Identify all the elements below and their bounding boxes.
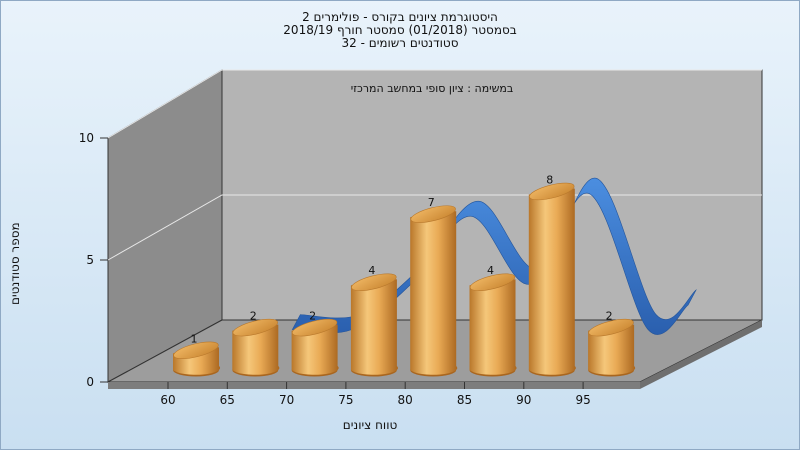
x-tick-label: 75 <box>338 393 353 407</box>
chart-annotation: במשימה : ציון סופי במחשב המרכזי <box>351 82 514 95</box>
y-ticks: 0 5 10 <box>79 131 108 389</box>
bar <box>350 273 398 377</box>
y-tick-label: 10 <box>79 131 94 145</box>
bar <box>469 273 517 377</box>
bar <box>291 318 339 377</box>
bar-data-label: 2 <box>309 310 316 323</box>
bar <box>588 318 636 377</box>
bar-data-label: 8 <box>546 173 553 186</box>
x-tick-label: 65 <box>220 393 235 407</box>
bar-data-label: 7 <box>428 196 435 209</box>
floor-front <box>108 382 640 389</box>
chart-subtitle-semester: בסמסטר (01/2018) סמסטר חורף 2018/19 <box>283 23 517 37</box>
chart-title: היסטוגרמת ציונים בקורס - פולימרים 2 <box>302 10 498 24</box>
bar-data-label: 4 <box>368 264 375 277</box>
x-tick-label: 70 <box>279 393 294 407</box>
floor-edge <box>640 320 762 389</box>
bar <box>232 318 280 377</box>
bar-data-label: 4 <box>487 264 494 277</box>
y-axis-label: מספר סטודנטים <box>8 222 22 305</box>
x-tick-label: 90 <box>516 393 531 407</box>
x-tick-label: 60 <box>160 393 175 407</box>
y-tick-label: 5 <box>86 253 94 267</box>
x-axis-label: טווח ציונים <box>342 418 398 432</box>
bar <box>173 341 221 377</box>
x-ticks: 60 65 70 75 80 85 90 95 <box>160 382 591 407</box>
x-tick-label: 85 <box>457 393 472 407</box>
y-tick-label: 0 <box>86 375 94 389</box>
bar-data-label: 1 <box>191 332 198 345</box>
bar <box>410 205 458 377</box>
bar-data-label: 2 <box>606 310 613 323</box>
bar <box>528 182 576 377</box>
gridline <box>107 69 762 139</box>
x-tick-label: 95 <box>575 393 590 407</box>
bars-layer: 1 2 2 4 7 4 8 2 <box>173 173 636 377</box>
x-tick-label: 80 <box>398 393 413 407</box>
chart-subtitle-students: סטודנטים רשומים - 32 <box>341 36 459 50</box>
bar-data-label: 2 <box>250 310 257 323</box>
